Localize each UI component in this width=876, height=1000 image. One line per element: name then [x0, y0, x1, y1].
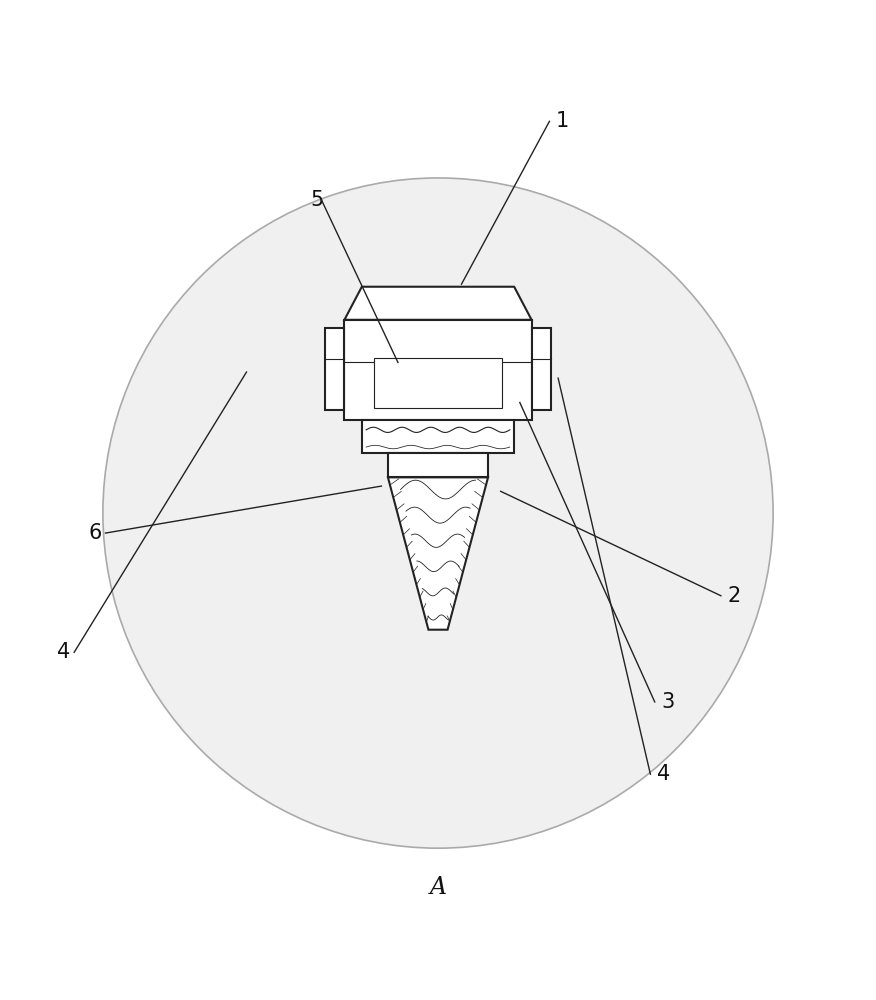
Polygon shape — [344, 320, 532, 420]
Polygon shape — [362, 420, 514, 453]
Text: 1: 1 — [555, 111, 569, 131]
Text: 5: 5 — [310, 190, 323, 210]
Text: 3: 3 — [661, 692, 675, 712]
Polygon shape — [374, 358, 502, 408]
Polygon shape — [388, 453, 488, 477]
Text: 4: 4 — [57, 642, 70, 662]
Circle shape — [102, 178, 774, 848]
Text: A: A — [429, 876, 447, 899]
Polygon shape — [325, 328, 344, 410]
Polygon shape — [344, 287, 532, 320]
Text: 6: 6 — [88, 523, 102, 543]
Text: 2: 2 — [728, 586, 741, 606]
Polygon shape — [388, 477, 488, 630]
Text: 4: 4 — [657, 764, 671, 784]
Polygon shape — [532, 328, 551, 410]
